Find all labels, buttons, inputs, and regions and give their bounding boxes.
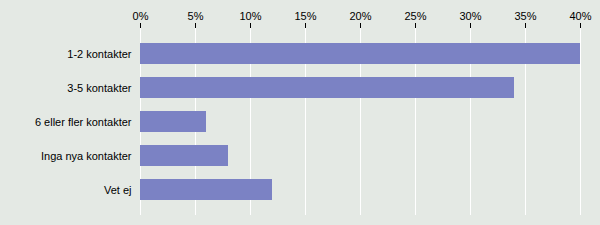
svg-text:40%: 40% (569, 10, 591, 22)
svg-text:20%: 20% (349, 10, 371, 22)
svg-text:3-5 kontakter: 3-5 kontakter (67, 82, 132, 94)
svg-text:1-2 kontakter: 1-2 kontakter (67, 48, 132, 60)
svg-text:35%: 35% (514, 10, 536, 22)
svg-text:30%: 30% (459, 10, 481, 22)
svg-text:Vet ej: Vet ej (104, 184, 132, 196)
svg-text:10%: 10% (239, 10, 261, 22)
svg-text:Inga nya kontakter: Inga nya kontakter (41, 150, 132, 162)
svg-text:25%: 25% (404, 10, 426, 22)
svg-text:15%: 15% (294, 10, 316, 22)
svg-text:6 eller fler kontakter: 6 eller fler kontakter (35, 116, 132, 128)
svg-text:0%: 0% (133, 10, 149, 22)
svg-text:5%: 5% (188, 10, 204, 22)
